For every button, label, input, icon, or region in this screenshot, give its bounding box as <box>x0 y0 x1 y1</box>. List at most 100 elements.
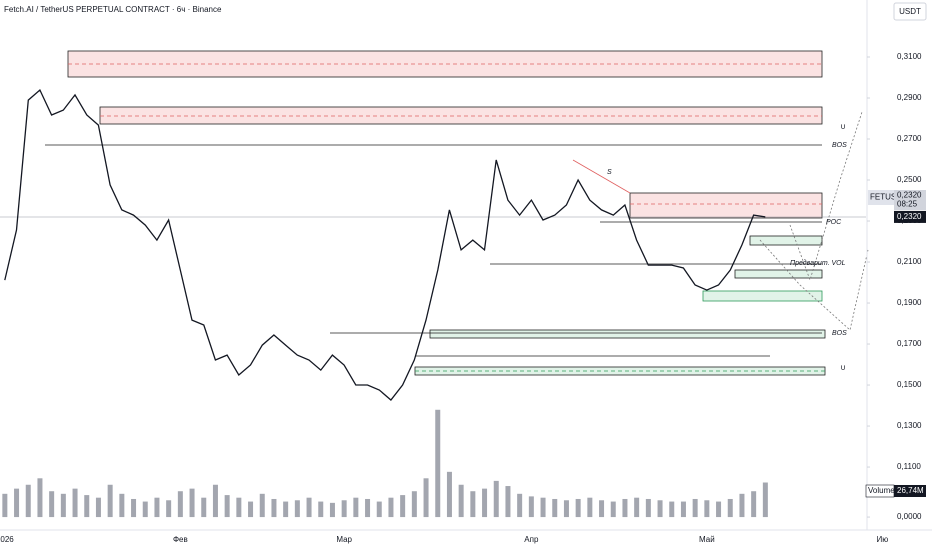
volume-bar <box>540 497 546 518</box>
volume-bar <box>189 488 195 518</box>
volume-bar <box>283 501 289 518</box>
volume-bar <box>259 493 265 518</box>
supply-zone <box>67 50 823 78</box>
volume-bar <box>563 500 569 518</box>
volume-bar <box>435 409 441 518</box>
y-tick-label: 0,1900 <box>897 298 922 307</box>
symbol-label: FETUSDT.P <box>870 193 914 202</box>
chart-title: Fetch.AI / TetherUS PERPETUAL CONTRACT ·… <box>4 5 222 14</box>
last-price-box <box>894 190 926 210</box>
volume-bar <box>528 496 534 518</box>
y-tick-label: 0,2100 <box>897 257 922 266</box>
volume-bar <box>236 497 242 518</box>
volume-bar <box>14 488 20 518</box>
volume-bar <box>177 491 183 518</box>
trend-line <box>572 159 631 194</box>
volume-bar <box>84 495 90 518</box>
volume-bar <box>353 497 359 518</box>
volume-bar <box>25 484 31 518</box>
countdown: 08:25 <box>897 200 918 209</box>
volume-bar <box>762 482 768 518</box>
volume-bar <box>95 497 101 518</box>
volume-bar <box>107 484 113 518</box>
volume-bar <box>2 493 8 518</box>
x-tick-label: Апр <box>524 535 539 544</box>
volume-bar <box>400 495 406 518</box>
volume-bar <box>587 497 593 518</box>
volume-bar <box>388 497 394 518</box>
volume-bar <box>680 501 686 518</box>
volume-bar <box>248 501 254 518</box>
volume-bar <box>271 498 277 518</box>
volume-bar <box>318 501 324 518</box>
volume-bar <box>60 493 66 518</box>
x-tick-label: Фев <box>173 535 188 544</box>
y-tick-label: 0,1300 <box>897 421 922 430</box>
volume-bar <box>212 484 218 518</box>
y-tick-label: 0,1100 <box>897 462 921 471</box>
volume-bar <box>201 497 207 518</box>
volume-bar <box>692 498 698 518</box>
volume-bar <box>599 500 605 518</box>
volume-bar <box>329 502 335 518</box>
volume-bar <box>493 480 499 518</box>
supply-zone <box>629 192 823 219</box>
volume-bar <box>376 501 382 518</box>
volume-bar <box>131 498 137 518</box>
volume-bar <box>517 493 523 518</box>
supply-zone <box>99 106 823 125</box>
x-tick-label: Мар <box>336 535 352 544</box>
volume-bar <box>166 500 172 518</box>
volume-bar <box>224 495 230 518</box>
volume-bar <box>716 501 722 518</box>
symbol-box <box>868 190 894 205</box>
volume-bar <box>423 478 429 518</box>
volume-bar <box>470 491 476 518</box>
y2-tick-label: 0,0000 <box>897 512 922 521</box>
volume-bar <box>154 497 160 518</box>
volume-bar <box>739 493 745 518</box>
volume-value-box <box>894 485 926 497</box>
volume-bar <box>294 500 300 518</box>
x-tick-label: 2026 <box>0 535 14 544</box>
price-line-series <box>4 88 766 401</box>
volume-bar <box>704 500 710 518</box>
y-tick-label: 0,1700 <box>897 339 922 348</box>
y-tick-label: 0,2700 <box>897 134 922 143</box>
volume-bar <box>365 498 371 518</box>
volume-bar <box>119 493 125 518</box>
magnet-icon: ∪ <box>840 122 846 131</box>
volume-bar <box>751 491 757 518</box>
currency-box[interactable] <box>893 2 927 21</box>
magnet-icon: ∪ <box>840 363 846 372</box>
volume-bar <box>72 488 78 518</box>
projection <box>759 239 869 331</box>
demand-zone <box>749 235 823 246</box>
volume-bar <box>37 478 43 518</box>
volume-value-label: 26,74M <box>897 486 924 495</box>
y-tick-label: 0,3100 <box>897 52 922 61</box>
x-tick-label: Май <box>699 535 715 544</box>
volume-bar <box>142 501 148 518</box>
annotation: POC <box>826 219 842 226</box>
volume-bar <box>482 488 488 518</box>
volume-bar <box>306 497 312 518</box>
y-tick-label: 0,2500 <box>897 175 922 184</box>
volume-name: Volume <box>868 486 895 495</box>
demand-zone <box>734 269 823 279</box>
annotation: BOS <box>832 330 847 337</box>
annotation: Предварит. VOL <box>790 259 846 267</box>
currency[interactable]: USDT <box>899 7 921 16</box>
volume-bar <box>634 497 640 518</box>
volume-bar <box>505 486 511 518</box>
drawings: ∪ ∪ <box>0 50 869 376</box>
current-price-label: 0,2320 <box>897 212 922 221</box>
volume-bar <box>622 498 628 518</box>
demand-zone <box>702 290 823 302</box>
volume-bar <box>657 500 663 518</box>
volume-bar <box>49 491 55 518</box>
volume-bar <box>552 498 558 518</box>
volume-bar <box>341 500 347 518</box>
annotation: S <box>607 169 612 176</box>
